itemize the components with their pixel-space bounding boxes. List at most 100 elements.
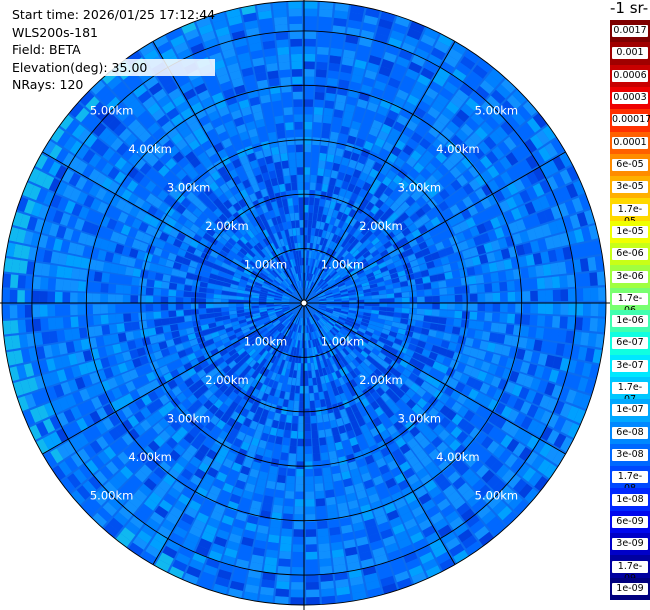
data-cell xyxy=(145,371,156,382)
data-cell xyxy=(238,282,247,288)
data-cell xyxy=(101,162,114,176)
data-cell xyxy=(386,352,396,360)
data-cell xyxy=(123,322,133,332)
data-cell xyxy=(409,426,421,438)
data-cell xyxy=(281,300,289,303)
data-cell xyxy=(86,385,98,399)
data-cell xyxy=(251,292,260,296)
data-cell xyxy=(64,456,78,472)
data-cell xyxy=(233,37,248,48)
data-cell xyxy=(394,379,404,389)
data-cell xyxy=(469,347,479,358)
data-cell xyxy=(312,315,318,322)
data-cell xyxy=(338,316,347,322)
data-cell xyxy=(335,361,342,370)
data-cell xyxy=(89,410,102,424)
data-cell xyxy=(238,379,247,389)
data-cell xyxy=(56,225,67,239)
data-cell xyxy=(279,316,287,322)
data-cell xyxy=(497,484,512,500)
data-cell xyxy=(315,76,326,86)
data-cell xyxy=(357,417,366,427)
data-cell xyxy=(459,327,469,337)
data-cell xyxy=(293,400,299,409)
data-cell xyxy=(477,303,486,312)
data-cell xyxy=(188,383,199,394)
data-cell xyxy=(42,140,56,156)
data-cell xyxy=(337,351,344,360)
data-cell xyxy=(163,170,175,182)
data-cell xyxy=(84,399,96,413)
data-cell xyxy=(198,405,208,416)
data-cell xyxy=(341,118,352,128)
data-cell xyxy=(221,515,234,526)
data-cell xyxy=(237,217,246,227)
data-cell xyxy=(285,278,291,286)
data-cell xyxy=(422,525,437,538)
data-cell xyxy=(231,352,240,360)
data-cell xyxy=(267,309,275,313)
data-cell xyxy=(439,558,455,572)
data-cell xyxy=(104,345,115,356)
data-cell xyxy=(580,332,590,346)
data-cell xyxy=(360,84,373,95)
data-cell xyxy=(345,142,355,152)
data-cell xyxy=(272,319,280,326)
data-cell xyxy=(276,312,284,317)
ring-label: 4.00km xyxy=(436,450,479,464)
data-cell xyxy=(337,502,348,512)
data-cell xyxy=(305,551,318,560)
data-cell xyxy=(422,321,431,329)
data-cell xyxy=(214,340,224,348)
data-cell xyxy=(92,282,102,293)
data-cell xyxy=(438,280,447,288)
data-cell xyxy=(354,529,367,539)
data-cell xyxy=(275,310,283,314)
data-cell xyxy=(484,283,493,293)
data-cell xyxy=(172,94,186,107)
data-cell xyxy=(282,307,290,310)
data-cell xyxy=(276,199,283,209)
data-cell xyxy=(324,100,335,109)
data-cell xyxy=(128,542,144,557)
data-cell xyxy=(460,449,473,462)
data-cell xyxy=(326,332,333,340)
data-cell xyxy=(520,401,532,415)
data-cell xyxy=(370,468,381,479)
data-cell xyxy=(331,549,345,559)
data-cell xyxy=(323,325,330,333)
data-cell xyxy=(317,320,323,328)
data-cell xyxy=(133,84,148,98)
data-cell xyxy=(230,134,241,145)
data-cell xyxy=(263,360,270,369)
data-cell xyxy=(204,175,215,186)
data-cell xyxy=(404,378,414,388)
data-cell xyxy=(254,281,263,287)
data-cell xyxy=(243,417,252,428)
data-cell xyxy=(17,290,25,303)
data-cell xyxy=(82,149,96,164)
data-cell xyxy=(304,401,310,409)
data-cell xyxy=(453,522,469,537)
data-cell xyxy=(130,138,143,152)
data-cell xyxy=(294,499,304,507)
data-cell xyxy=(120,189,133,202)
data-cell xyxy=(287,460,296,469)
data-cell xyxy=(297,431,304,439)
data-cell xyxy=(261,409,269,418)
data-cell xyxy=(243,529,256,540)
data-cell xyxy=(393,355,403,364)
data-cell xyxy=(317,39,330,48)
data-cell xyxy=(261,101,272,111)
data-cell xyxy=(161,519,176,532)
data-cell xyxy=(196,228,206,238)
data-cell xyxy=(278,314,285,320)
data-cell xyxy=(431,309,440,317)
data-cell xyxy=(290,275,295,283)
data-cell xyxy=(130,312,139,322)
data-cell xyxy=(301,318,304,326)
data-cell xyxy=(116,274,125,285)
data-cell xyxy=(292,258,296,267)
data-cell xyxy=(285,288,293,295)
data-cell xyxy=(56,444,70,460)
